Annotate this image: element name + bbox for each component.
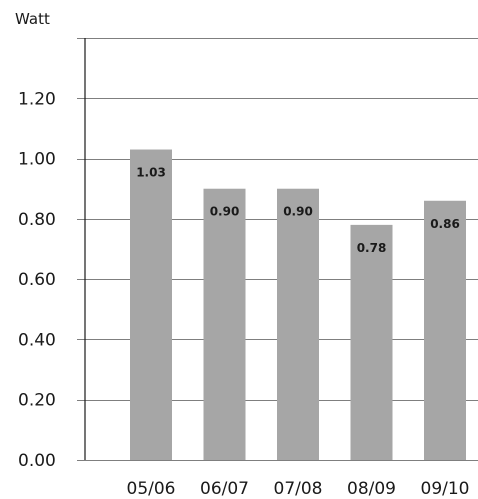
bar xyxy=(130,149,172,460)
y-tick-labels: 0.00 0.20 0.40 0.60 0.80 1.00 1.20 xyxy=(18,89,56,471)
data-label: 0.78 xyxy=(357,241,387,255)
y-tick-label: 1.20 xyxy=(18,89,56,109)
data-label: 0.86 xyxy=(430,217,460,231)
y-axis-title: Watt xyxy=(15,10,50,28)
x-tick-label: 08/09 xyxy=(347,479,396,499)
x-tick-label: 05/06 xyxy=(127,479,176,499)
y-tick-label: 0.20 xyxy=(18,391,56,411)
x-tick-label: 09/10 xyxy=(421,479,470,499)
y-tick-label: 0.00 xyxy=(18,451,56,471)
data-label: 0.90 xyxy=(283,205,313,219)
data-labels: 1.03 0.90 0.90 0.78 0.86 xyxy=(136,166,460,255)
bar xyxy=(350,224,393,460)
x-tick-label: 06/07 xyxy=(200,479,249,499)
data-label: 0.90 xyxy=(210,205,240,219)
bar xyxy=(203,188,246,460)
y-tick-label: 0.60 xyxy=(18,270,56,290)
bar xyxy=(277,188,319,460)
x-tick-labels: 05/06 06/07 07/08 08/09 09/10 xyxy=(127,479,470,499)
bars xyxy=(130,149,466,460)
data-label: 1.03 xyxy=(136,166,166,180)
y-tick-label: 0.80 xyxy=(18,210,56,230)
x-tick-label: 07/08 xyxy=(274,479,323,499)
bar xyxy=(424,200,466,460)
y-tick-label: 0.40 xyxy=(18,330,56,350)
y-tick-label: 1.00 xyxy=(18,150,56,170)
